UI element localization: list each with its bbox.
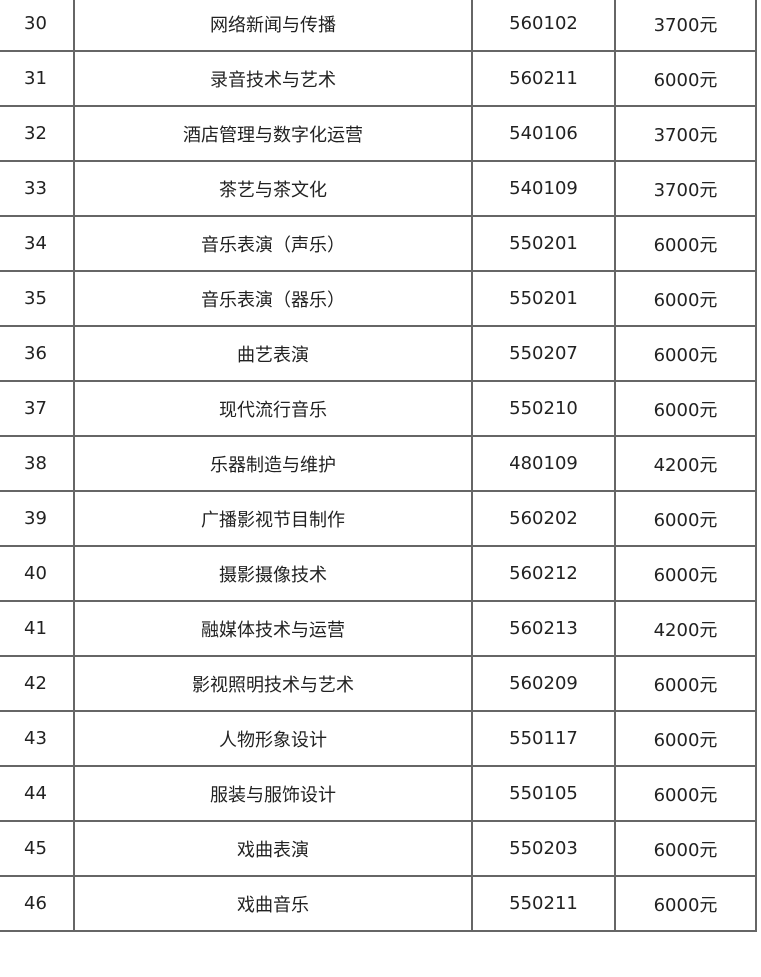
tuition-fee-cell: 6000元 <box>614 50 757 107</box>
major-name-cell: 现代流行音乐 <box>73 380 473 437</box>
tuition-fee-cell: 6000元 <box>614 490 757 547</box>
table-row: 45 戏曲表演 550203 6000元 <box>0 820 757 877</box>
major-code-cell: 560211 <box>471 50 616 107</box>
table-row: 36 曲艺表演 550207 6000元 <box>0 325 757 382</box>
table-row: 30 网络新闻与传播 560102 3700元 <box>0 0 757 52</box>
major-code-cell: 560102 <box>471 0 616 52</box>
tuition-fee-cell: 6000元 <box>614 270 757 327</box>
table-row: 42 影视照明技术与艺术 560209 6000元 <box>0 655 757 712</box>
major-name-cell: 音乐表演（器乐） <box>73 270 473 327</box>
row-number-cell: 37 <box>0 380 75 437</box>
major-code-cell: 550117 <box>471 710 616 767</box>
row-number-cell: 30 <box>0 0 75 52</box>
major-name-cell: 茶艺与茶文化 <box>73 160 473 217</box>
major-name-cell: 酒店管理与数字化运营 <box>73 105 473 162</box>
table-row: 37 现代流行音乐 550210 6000元 <box>0 380 757 437</box>
tuition-fee-cell: 4200元 <box>614 435 757 492</box>
major-code-cell: 540106 <box>471 105 616 162</box>
major-name-cell: 广播影视节目制作 <box>73 490 473 547</box>
major-name-cell: 网络新闻与传播 <box>73 0 473 52</box>
row-number-cell: 45 <box>0 820 75 877</box>
major-code-cell: 560212 <box>471 545 616 602</box>
major-code-cell: 560202 <box>471 490 616 547</box>
tuition-fee-cell: 6000元 <box>614 710 757 767</box>
table-row: 33 茶艺与茶文化 540109 3700元 <box>0 160 757 217</box>
row-number-cell: 36 <box>0 325 75 382</box>
row-number-cell: 41 <box>0 600 75 657</box>
row-number-cell: 42 <box>0 655 75 712</box>
major-name-cell: 戏曲音乐 <box>73 875 473 932</box>
tuition-fee-cell: 6000元 <box>614 380 757 437</box>
table-row: 43 人物形象设计 550117 6000元 <box>0 710 757 767</box>
row-number-cell: 35 <box>0 270 75 327</box>
row-number-cell: 34 <box>0 215 75 272</box>
tuition-fee-cell: 3700元 <box>614 0 757 52</box>
table-row: 35 音乐表演（器乐） 550201 6000元 <box>0 270 757 327</box>
row-number-cell: 31 <box>0 50 75 107</box>
major-code-cell: 550211 <box>471 875 616 932</box>
table-row: 39 广播影视节目制作 560202 6000元 <box>0 490 757 547</box>
tuition-fee-cell: 4200元 <box>614 600 757 657</box>
table-row: 38 乐器制造与维护 480109 4200元 <box>0 435 757 492</box>
row-number-cell: 44 <box>0 765 75 822</box>
tuition-fee-cell: 6000元 <box>614 215 757 272</box>
major-name-cell: 曲艺表演 <box>73 325 473 382</box>
table-row: 31 录音技术与艺术 560211 6000元 <box>0 50 757 107</box>
tuition-fee-cell: 6000元 <box>614 765 757 822</box>
table-row: 34 音乐表演（声乐） 550201 6000元 <box>0 215 757 272</box>
major-name-cell: 影视照明技术与艺术 <box>73 655 473 712</box>
major-code-cell: 550201 <box>471 215 616 272</box>
major-code-cell: 550203 <box>471 820 616 877</box>
major-code-cell: 480109 <box>471 435 616 492</box>
major-name-cell: 服装与服饰设计 <box>73 765 473 822</box>
major-fee-table: 30 网络新闻与传播 560102 3700元 31 录音技术与艺术 560211 6000元… <box>0 0 757 932</box>
major-code-cell: 550105 <box>471 765 616 822</box>
major-name-cell: 音乐表演（声乐） <box>73 215 473 272</box>
major-name-cell: 人物形象设计 <box>73 710 473 767</box>
table-row: 41 融媒体技术与运营 560213 4200元 <box>0 600 757 657</box>
tuition-fee-cell: 3700元 <box>614 105 757 162</box>
tuition-fee-cell: 6000元 <box>614 655 757 712</box>
major-name-cell: 录音技术与艺术 <box>73 50 473 107</box>
major-code-cell: 560209 <box>471 655 616 712</box>
major-code-cell: 560213 <box>471 600 616 657</box>
tuition-fee-cell: 6000元 <box>614 875 757 932</box>
major-code-cell: 550207 <box>471 325 616 382</box>
major-name-cell: 乐器制造与维护 <box>73 435 473 492</box>
tuition-fee-cell: 3700元 <box>614 160 757 217</box>
row-number-cell: 43 <box>0 710 75 767</box>
major-code-cell: 550201 <box>471 270 616 327</box>
row-number-cell: 40 <box>0 545 75 602</box>
row-number-cell: 46 <box>0 875 75 932</box>
table-row: 44 服装与服饰设计 550105 6000元 <box>0 765 757 822</box>
table-row: 40 摄影摄像技术 560212 6000元 <box>0 545 757 602</box>
row-number-cell: 33 <box>0 160 75 217</box>
row-number-cell: 39 <box>0 490 75 547</box>
major-name-cell: 摄影摄像技术 <box>73 545 473 602</box>
table-row: 46 戏曲音乐 550211 6000元 <box>0 875 757 932</box>
tuition-fee-cell: 6000元 <box>614 820 757 877</box>
tuition-fee-cell: 6000元 <box>614 545 757 602</box>
row-number-cell: 32 <box>0 105 75 162</box>
row-number-cell: 38 <box>0 435 75 492</box>
major-name-cell: 戏曲表演 <box>73 820 473 877</box>
major-code-cell: 550210 <box>471 380 616 437</box>
table-row: 32 酒店管理与数字化运营 540106 3700元 <box>0 105 757 162</box>
tuition-fee-cell: 6000元 <box>614 325 757 382</box>
major-name-cell: 融媒体技术与运营 <box>73 600 473 657</box>
major-code-cell: 540109 <box>471 160 616 217</box>
